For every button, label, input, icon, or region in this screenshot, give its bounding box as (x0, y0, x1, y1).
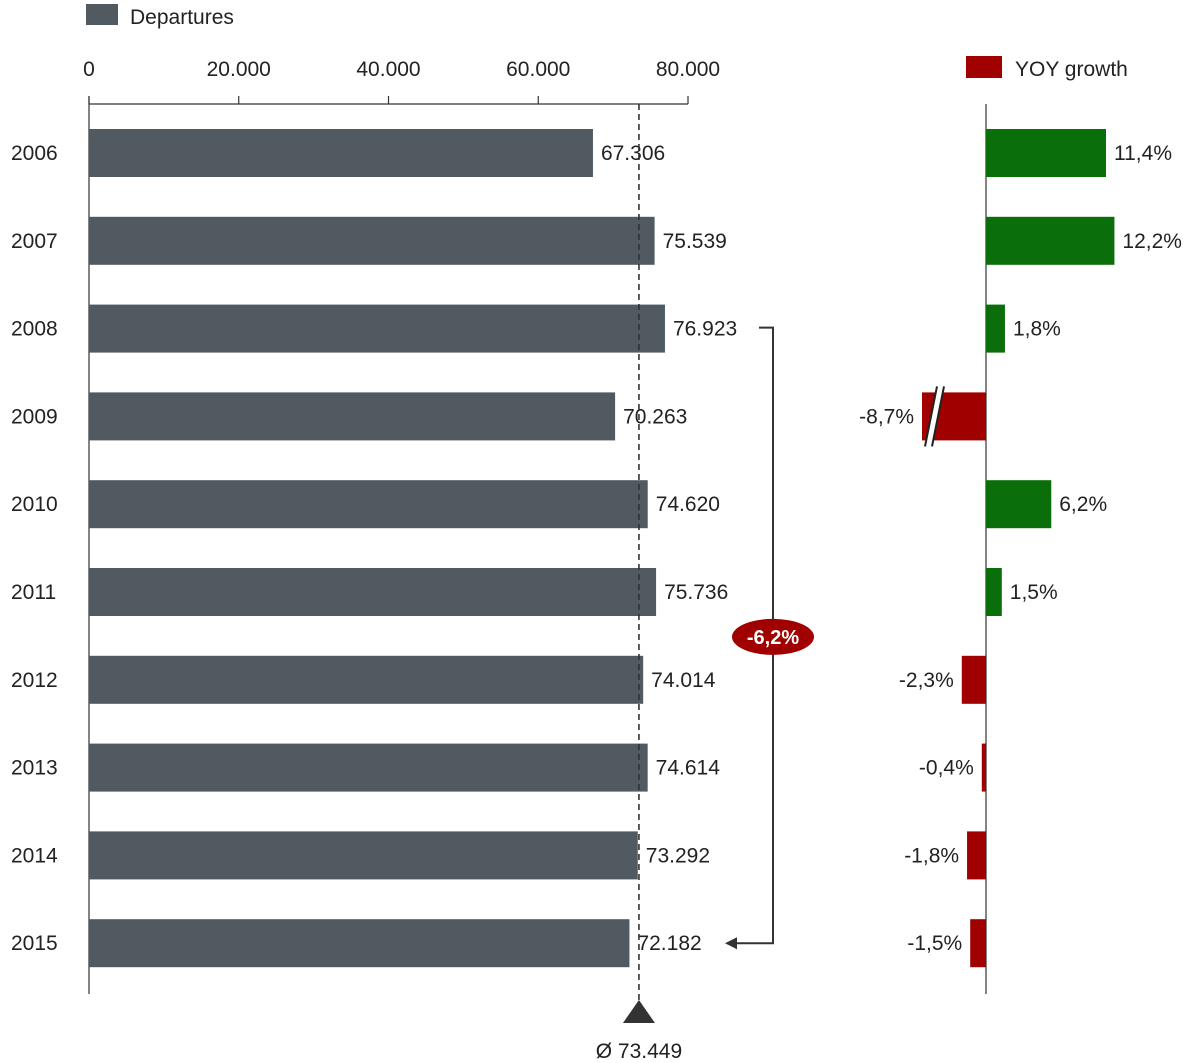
yoy-value-label: 12,2% (1122, 230, 1182, 253)
yoy-bar-2010 (986, 480, 1052, 529)
year-label: 2011 (11, 581, 56, 604)
legend-departures-swatch (86, 4, 118, 25)
departures-value-label: 73.292 (646, 844, 710, 867)
average-triangle-marker (622, 1000, 655, 1023)
yoy-value-label: 11,4% (1114, 142, 1172, 165)
departures-value-label: 74.614 (656, 757, 721, 780)
departures-bar-2012 (89, 655, 644, 704)
departures-axis-tick-label: 0 (83, 58, 95, 81)
year-label: 2015 (11, 932, 58, 955)
departures-bars (89, 129, 665, 968)
departures-value-label: 75.539 (663, 230, 727, 253)
legend: Departures YOY growth (86, 4, 1128, 81)
change-badge (732, 618, 814, 655)
yoy-bar-2007 (986, 216, 1115, 265)
legend-departures-label: Departures (130, 6, 234, 29)
year-label: 2009 (11, 405, 58, 428)
axis-break-gap (925, 386, 944, 447)
legend-yoy-growth-swatch (966, 56, 1002, 78)
yoy-value-label: 1,8% (1013, 318, 1061, 341)
axis-break-mark (924, 386, 938, 447)
yoy-value-label: -1,8% (904, 844, 959, 867)
departures-value-label: 74.014 (651, 669, 716, 692)
axis-break-mark (931, 386, 945, 447)
departures-axis-tick-label: 20.000 (207, 58, 271, 81)
departures-bar-2011 (89, 568, 657, 616)
departures-bar-2015 (89, 919, 630, 968)
yoy-value-label: -0,4% (919, 757, 974, 780)
legend-yoy-growth-label: YOY growth (1015, 58, 1128, 81)
departures-value-label: 67.306 (601, 142, 665, 165)
yoy-bar-2013 (981, 743, 986, 792)
departures-value-label: 70.263 (623, 405, 687, 428)
yoy-value-label: -8,7% (859, 405, 914, 428)
yoy-bar-2006 (986, 129, 1106, 177)
yoy-bar-2011 (986, 568, 1002, 616)
yoy-growth-bars: 11,4% 12,2% 1,8% -8,7% 6,2% 1,5% -2,3% -0,4% -1,… (859, 104, 1182, 994)
departures-bar-2007 (89, 216, 655, 265)
year-label: 2012 (11, 669, 58, 692)
departures-axis-tick-label: 80.000 (656, 58, 720, 81)
departures-axis-tick-label: 60.000 (506, 58, 570, 81)
change-annotation: -6,2% (725, 326, 814, 950)
departures-bar-2010 (89, 480, 648, 529)
yoy-bar-2008 (986, 304, 1005, 353)
departures-value-label: 76.923 (673, 318, 737, 341)
yoy-value-label: -1,5% (907, 932, 962, 955)
year-label: 2014 (11, 844, 58, 867)
departures-bar-2009 (89, 392, 616, 441)
departures-bar-2006 (89, 129, 593, 177)
departures-bar-2013 (89, 743, 648, 792)
departures-value-label: 75.736 (664, 581, 728, 604)
year-labels: 2006 2007 2008 2009 2010 2011 2012 2013 2014 2015 (11, 142, 58, 955)
departures-bar-2014 (89, 831, 638, 880)
departures-axis-tick-label: 40.000 (356, 58, 420, 81)
yoy-value-label: 6,2% (1059, 493, 1107, 516)
change-badge-label: -6,2% (747, 627, 799, 649)
yoy-bar-2012 (961, 655, 986, 704)
change-arrowhead (725, 937, 737, 950)
departures-value-label: 74.620 (656, 493, 720, 516)
average-marker: Ø 73.449 (596, 104, 682, 1063)
year-label: 2007 (11, 230, 58, 253)
departures-value-label: 72.182 (637, 932, 701, 955)
average-label: Ø 73.449 (596, 1040, 682, 1063)
departures-value-labels: 67.306 75.539 76.923 70.263 74.620 75.736 74.0… (601, 142, 737, 955)
yoy-value-label: -2,3% (899, 669, 954, 692)
year-label: 2006 (11, 142, 58, 165)
year-label: 2013 (11, 757, 58, 780)
yoy-value-label: 1,5% (1010, 581, 1058, 604)
yoy-bar-2015 (970, 919, 986, 968)
year-label: 2010 (11, 493, 58, 516)
yoy-bar-2014 (967, 831, 986, 880)
departures-bar-2008 (89, 304, 665, 353)
year-label: 2008 (11, 318, 58, 341)
